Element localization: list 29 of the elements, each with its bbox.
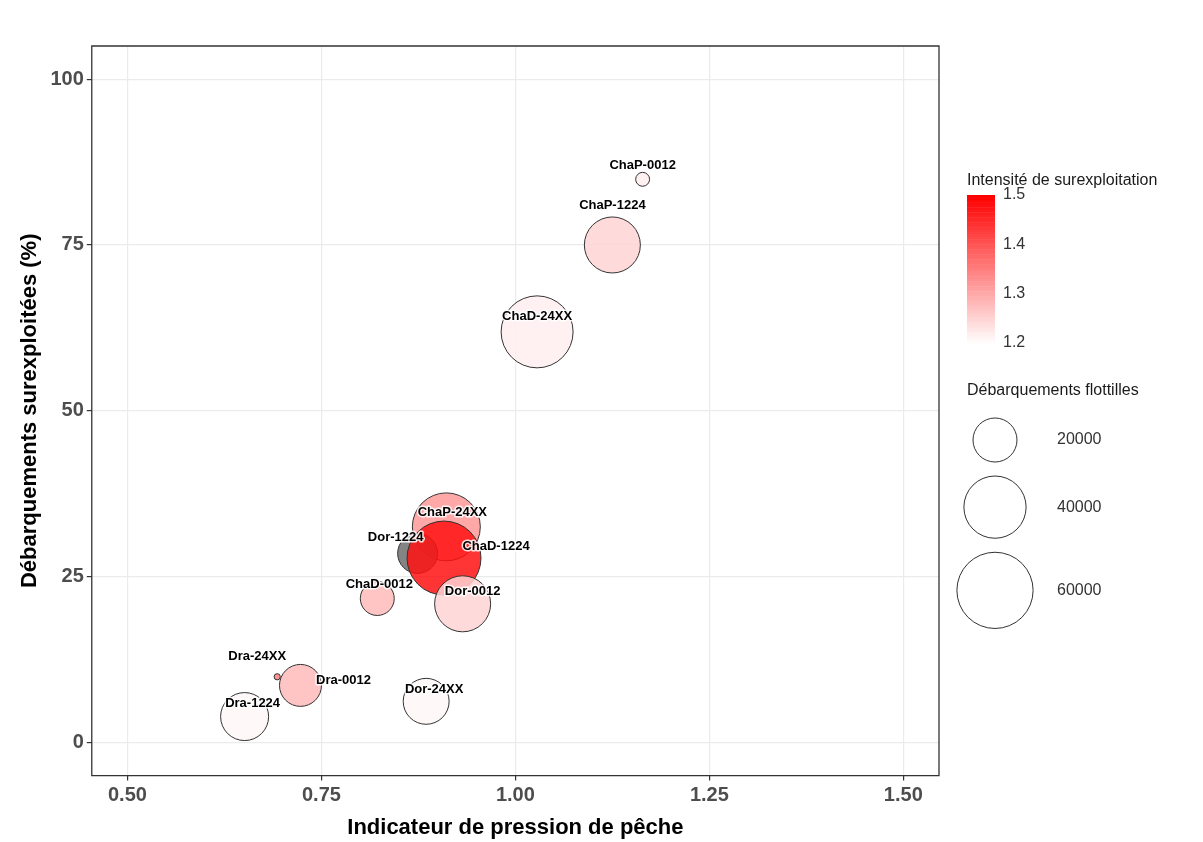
y-tick-label: 25 — [61, 564, 84, 587]
color-bar-label: 1.4 — [1003, 234, 1026, 252]
legend-title: Débarquements flottilles — [967, 381, 1139, 399]
legend-label: 40000 — [1057, 497, 1102, 515]
x-tick-label: 0.75 — [301, 783, 341, 806]
color-bar-label: 1.2 — [1003, 333, 1026, 351]
legend-label: 60000 — [1057, 580, 1102, 598]
y-tick-label: 50 — [61, 398, 84, 421]
annotation: ChaP-1224 — [579, 196, 647, 212]
y-tick-label: 0 — [72, 729, 84, 752]
annotation: Dor-24XX — [404, 680, 464, 696]
x-tick-label: 0.50 — [107, 783, 147, 806]
annotation: Dra-1224 — [225, 695, 281, 711]
color-bar-label: 1.3 — [1003, 284, 1026, 302]
annotation: ChaD-0012 — [345, 576, 413, 592]
y-tick-label: 75 — [61, 232, 84, 255]
x-tick-label: 1.25 — [689, 783, 729, 806]
y-axis-title: Débarquements surexploitées (%) — [16, 233, 42, 589]
x-tick-label: 1.50 — [883, 783, 923, 806]
annotation: ChaP-0012 — [609, 156, 676, 172]
annotation: Dor-0012 — [444, 583, 501, 599]
annotation: ChaP-24XX — [417, 504, 488, 520]
x-tick-label: 1.00 — [495, 783, 535, 806]
color-bar-label: 1.5 — [1003, 185, 1026, 203]
y-tick-label: 100 — [50, 66, 84, 89]
annotation: Dra-0012 — [316, 671, 371, 687]
legend-label: 20000 — [1057, 430, 1102, 448]
x-axis-title: Indicateur de pression de pêche — [347, 813, 684, 839]
annotation: Dra-24XX — [228, 648, 287, 664]
